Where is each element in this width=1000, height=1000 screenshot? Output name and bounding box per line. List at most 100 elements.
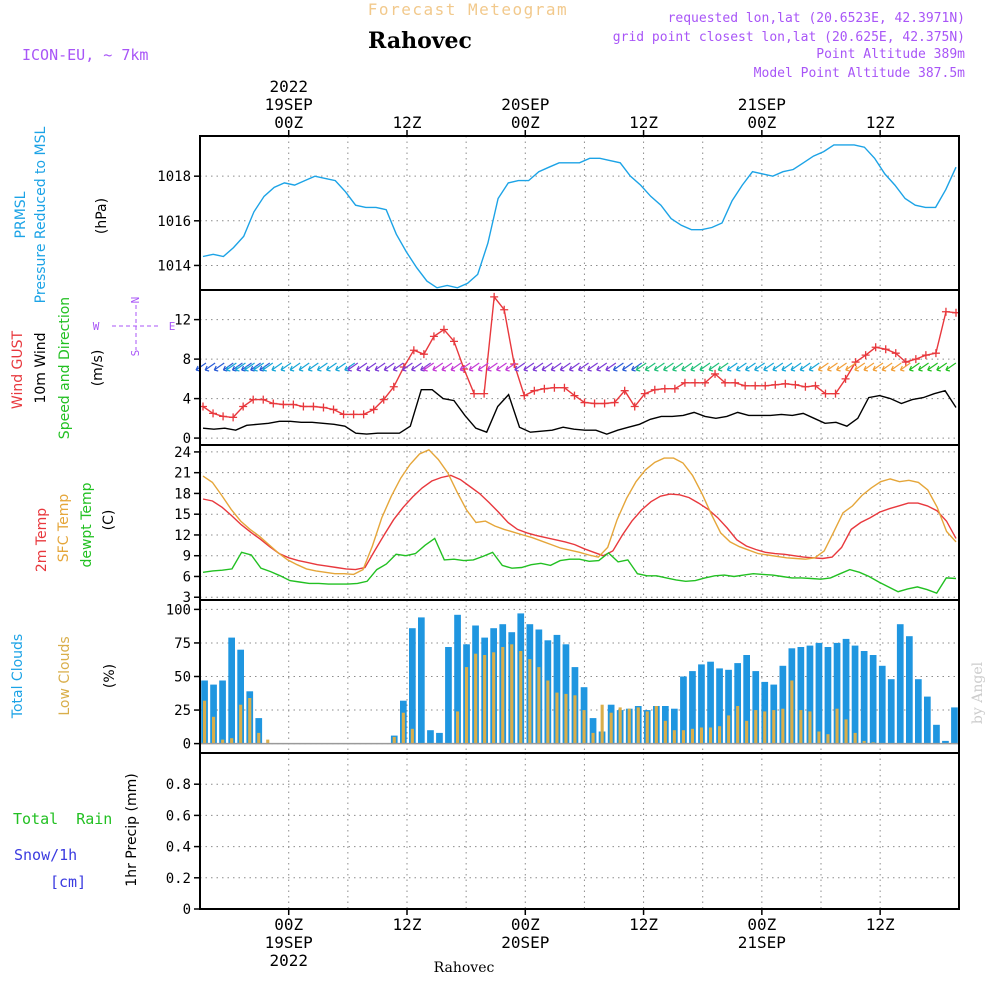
- wind-direction-arrow: [717, 362, 729, 372]
- gust-marker: [369, 405, 378, 414]
- gust-marker: [731, 378, 740, 387]
- 2m-temp-line: [202, 474, 957, 571]
- gust-marker: [259, 395, 268, 404]
- wind-direction-arrow: [225, 362, 237, 372]
- gust-marker: [831, 389, 840, 398]
- temperature-ytick-label: 21: [174, 466, 191, 482]
- gust-marker: [279, 400, 288, 409]
- bottom-date-label: 20SEP: [501, 933, 549, 952]
- clouds-ytick-label: 0: [183, 737, 191, 753]
- pressure-ytick-label: 1016: [157, 214, 191, 230]
- clouds-ytick-label: 50: [174, 670, 191, 686]
- low-cloud-bar: [636, 707, 640, 744]
- low-cloud-bar: [681, 730, 685, 744]
- product-title: Forecast Meteogram: [368, 0, 568, 19]
- low-cloud-bar: [745, 720, 749, 744]
- wind-direction-arrow: [596, 362, 608, 372]
- precipitation-ytick-label: 0.2: [166, 871, 191, 887]
- wind-direction-arrow: [945, 362, 957, 372]
- top-time-label: 00Z: [747, 113, 776, 132]
- gust-marker: [339, 410, 348, 419]
- wind-ytick-label: 8: [183, 352, 191, 368]
- 10m-wind-line: [202, 389, 957, 435]
- gust-marker: [680, 378, 689, 387]
- gust-marker: [610, 398, 619, 407]
- wind-direction-arrow: [690, 362, 702, 372]
- wind-direction-arrow: [541, 362, 553, 372]
- footer-location: Rahovec: [434, 960, 495, 976]
- wind-direction-arrow: [244, 362, 255, 372]
- wind-direction-arrow: [356, 362, 368, 372]
- gust-marker: [209, 409, 218, 418]
- gust-marker: [269, 399, 278, 408]
- wind-direction-arrow: [817, 362, 829, 372]
- pressure-panel: 1014 1016 1018: [157, 135, 960, 291]
- total-cloud-bar: [725, 669, 732, 744]
- total-cloud-bar: [409, 628, 416, 744]
- low-cloud-bar: [736, 706, 740, 744]
- requested-coords: requested lon,lat (20.6523E, 42.3971N): [668, 11, 965, 26]
- wind-direction-arrow: [204, 362, 216, 372]
- total-cloud-bar: [734, 663, 741, 744]
- wind-direction-arrow: [450, 362, 462, 372]
- total-cloud-bar: [842, 638, 850, 744]
- precip-ylabel: 1hr Precip (mm): [124, 773, 140, 886]
- low-cloud-bar: [573, 695, 577, 744]
- precipitation-frame: [199, 752, 960, 910]
- wind-direction-arrow: [663, 362, 674, 372]
- total-cloud-bar: [680, 676, 687, 744]
- total-cloud-bar: [815, 642, 823, 744]
- total-cloud-bar: [454, 614, 461, 744]
- total-cloud-bar: [869, 655, 877, 744]
- total-cloud-bar: [219, 680, 226, 744]
- dewpoint-label: dewpt Temp: [79, 482, 95, 567]
- gust-marker: [791, 380, 800, 389]
- total-cloud-bar: [671, 708, 678, 744]
- gust-marker: [751, 381, 760, 390]
- credit: by Angel: [970, 661, 986, 724]
- wind-direction-arrow: [726, 362, 738, 372]
- wind-direction-arrow: [468, 362, 480, 372]
- sfc-temp-line: [202, 448, 957, 576]
- wind-direction-arrow: [863, 362, 875, 372]
- low-cloud-bar: [221, 739, 225, 744]
- precipitation-ytick-label: 0: [183, 902, 191, 918]
- bottom-time-label: 00Z: [747, 915, 776, 934]
- gust-marker: [921, 351, 930, 360]
- compass-rose: N S W E: [93, 297, 176, 357]
- gust-marker: [660, 384, 669, 393]
- top-time-label: 00Z: [274, 113, 303, 132]
- total-cloud-bar: [833, 642, 841, 744]
- temperature-ytick-label: 18: [174, 486, 191, 502]
- temperature-side-labels: 2m Temp SFC Temp dewpt Temp (C): [34, 482, 117, 572]
- wind-direction-arrow: [790, 362, 802, 372]
- total-cloud-bar: [255, 718, 263, 744]
- gust-marker: [249, 395, 258, 404]
- gust-marker: [550, 383, 559, 392]
- total-cloud-bar: [698, 664, 705, 744]
- gust-marker: [861, 351, 870, 360]
- gust-marker: [600, 399, 609, 408]
- time-axis: 00Z 00Z 12Z 12Z 00Z 00Z 12Z 12Z 00Z 00Z 12Z 12Z 19SE…: [265, 77, 895, 970]
- wind-direction-arrow: [799, 362, 811, 372]
- clouds-ylabel: (%): [102, 664, 118, 688]
- wind-direction-arrow: [772, 362, 784, 372]
- low-cloud-bar: [248, 698, 252, 744]
- wind-direction-arrow: [587, 362, 598, 372]
- low-cloud-bar: [690, 728, 694, 744]
- wind-direction-arrow: [708, 362, 720, 372]
- wind-direction-arrow: [890, 362, 902, 372]
- low-cloud-bar: [808, 711, 812, 744]
- low-cloud-bar: [727, 715, 731, 744]
- gust-marker: [450, 337, 458, 346]
- bottom-year-label: 2022: [269, 951, 308, 970]
- wind-direction-arrow: [347, 362, 359, 372]
- wind-direction-arrow: [808, 362, 820, 372]
- wind-direction-arrow: [383, 362, 395, 372]
- wind-direction-arrow: [289, 362, 301, 372]
- wind-direction-arrow: [927, 362, 939, 372]
- temperature-ytick-label: 3: [183, 590, 191, 606]
- gust-marker: [219, 412, 228, 421]
- bottom-time-label: 00Z: [511, 915, 540, 934]
- wind-ytick-label: 12: [174, 313, 191, 329]
